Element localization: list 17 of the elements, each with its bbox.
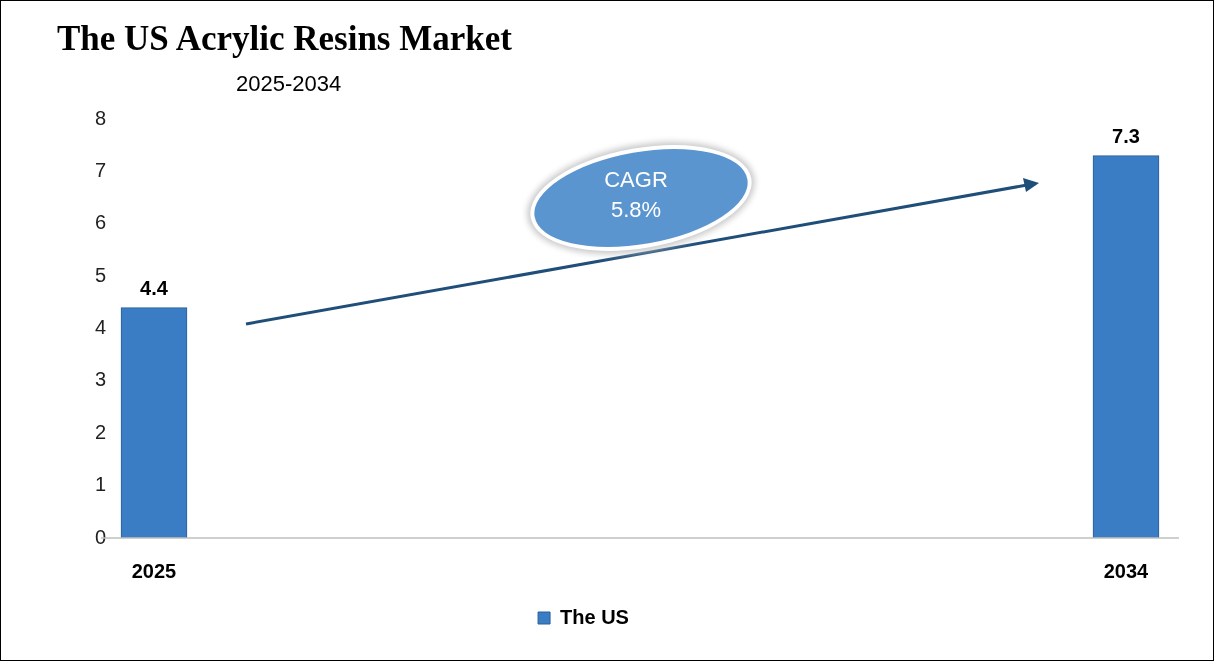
y-tick-label: 0 — [94, 525, 106, 548]
y-tick-label: 8 — [94, 106, 106, 129]
data-label: 7.3 — [1112, 125, 1140, 148]
y-tick-label: 3 — [94, 368, 106, 391]
y-tick-label: 6 — [94, 211, 106, 234]
data-label: 4.4 — [140, 277, 169, 300]
y-tick-label: 5 — [94, 263, 106, 286]
x-tick-label: 2025 — [131, 559, 177, 582]
chart-title: The US Acrylic Resins Market — [57, 19, 512, 59]
y-tick-label: 7 — [94, 158, 106, 181]
x-tick-label: 2034 — [1103, 559, 1150, 582]
chart-subtitle: 2025-2034 — [236, 71, 342, 97]
legend-label: The US — [560, 605, 629, 628]
y-tick-label: 1 — [94, 473, 106, 496]
annotation: CAGR 5.8% — [603, 166, 669, 224]
y-tick-label: 2 — [94, 420, 106, 443]
y-tick-label: 4 — [94, 316, 106, 339]
